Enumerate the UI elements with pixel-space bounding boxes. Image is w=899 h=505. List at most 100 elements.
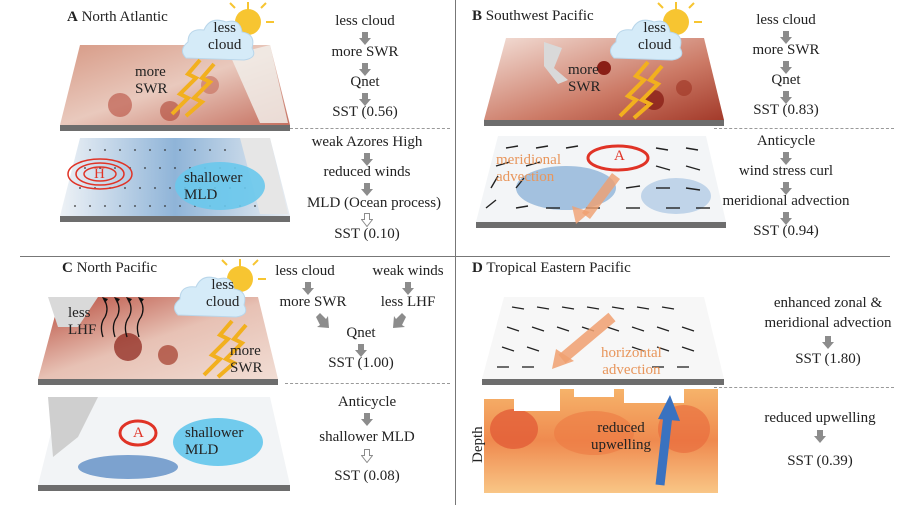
panel-a-chain1-step3: Qnet — [350, 74, 380, 90]
panel-d-chain1-step1: enhanced zonal & — [773, 295, 883, 311]
panel-c-cloud-label: less cloud — [206, 277, 240, 310]
panel-a-chain1-step4: SST (0.56) — [332, 104, 398, 120]
panel-d-upwelling-label: reduced upwelling — [591, 420, 651, 453]
panel-b-wind-map — [476, 136, 726, 228]
panel-b-sun-cloud-icon — [610, 2, 702, 61]
panel-c-chain2-step2: shallower MLD — [319, 429, 415, 445]
panel-a-cloud-label: less cloud — [208, 20, 242, 53]
panel-c-dashed-divider — [285, 383, 450, 384]
down-arrow-icon — [780, 212, 792, 225]
down-arrow-icon — [822, 336, 834, 349]
panel-b-swr-arrow-icon — [618, 60, 664, 120]
panel-d-chain1-step2: meridional advection — [764, 315, 892, 331]
panel-b-chain1-step1: less cloud — [756, 12, 816, 28]
panel-a-swr-arrow-icon — [170, 58, 216, 118]
down-arrow-icon — [780, 182, 792, 195]
panel-a-name: North Atlantic — [81, 9, 168, 25]
down-arrow-icon — [359, 63, 371, 76]
panel-c-chain1-join-step1: Qnet — [346, 325, 376, 341]
panel-b-anticycle-label: A — [614, 148, 625, 164]
down-arrow-icon — [402, 282, 414, 295]
panel-a-chain2-step2: reduced winds — [323, 164, 411, 180]
panel-c-anticycle-map — [38, 397, 290, 491]
panel-c-sun-cloud-icon — [174, 259, 266, 318]
panel-a-sun-cloud-icon — [182, 2, 274, 61]
panel-d-chain2-step1: reduced upwelling — [764, 410, 876, 426]
panel-a-wind-map — [60, 138, 290, 222]
panel-a: A North Atlantic less cloud more SWR les… — [0, 0, 455, 256]
panel-a-chain1-step2: more SWR — [331, 44, 399, 60]
panel-b-chain1-step3: Qnet — [771, 72, 801, 88]
down-arrow-icon — [780, 91, 792, 104]
panel-b-advection-label: meridional advection — [496, 152, 561, 185]
hollow-down-arrow-icon — [361, 449, 373, 463]
panel-a-mld-label: shallower MLD — [184, 170, 243, 203]
down-arrow-icon — [780, 152, 792, 165]
panel-b-chain1-step2: more SWR — [752, 42, 820, 58]
down-arrow-icon — [302, 282, 314, 295]
panel-c-chain1-left-step1: less cloud — [275, 263, 335, 279]
down-arrow-icon — [359, 32, 371, 45]
panel-c-anticycle-label: A — [133, 425, 144, 441]
panel-c-title: C North Pacific — [62, 260, 157, 277]
panel-b-swr-label: more SWR — [568, 62, 601, 95]
panel-d-advection-map — [482, 297, 724, 385]
panel-d-horizontal-label: horizontal advection — [601, 345, 662, 378]
panel-c-swr-arrow-icon — [202, 319, 248, 379]
down-arrow-icon — [359, 93, 371, 106]
panel-b: B Southwest Pacific less cloud more SWR … — [456, 0, 899, 256]
panel-c-lhf-label: less LHF — [68, 305, 97, 338]
down-arrow-icon — [780, 61, 792, 74]
panel-d-letter: D — [472, 260, 483, 276]
panel-a-letter: A — [67, 9, 78, 25]
panel-d-title: D Tropical Eastern Pacific — [472, 260, 631, 277]
panel-d-dashed-divider — [714, 387, 894, 388]
panel-c-mld-label: shallower MLD — [185, 425, 244, 458]
panel-d-chain1-step3: SST (1.80) — [795, 351, 861, 367]
down-arrow-icon — [361, 183, 373, 196]
down-arrow-icon — [361, 413, 373, 426]
panel-a-title: A North Atlantic — [67, 9, 168, 26]
panel-a-swr-label: more SWR — [135, 64, 168, 97]
diagonal-arrow-left-icon — [393, 313, 406, 328]
panel-c-chain2-step3: SST (0.08) — [334, 468, 400, 484]
panel-b-title: B Southwest Pacific — [472, 8, 594, 25]
panel-a-high-label: H — [94, 166, 105, 182]
panel-c-swr-label: more SWR — [230, 343, 263, 376]
panel-a-dashed-divider — [290, 128, 450, 129]
panel-b-chain2-step1: Anticycle — [756, 133, 816, 149]
panel-d-name: Tropical Eastern Pacific — [486, 260, 631, 276]
panel-c-chain2-step1: Anticycle — [337, 394, 397, 410]
panel-b-chain2-step2: wind stress curl — [738, 163, 834, 179]
panel-c-chain1-right-step1: weak winds — [372, 263, 444, 279]
panel-c-letter: C — [62, 260, 73, 276]
panel-b-chain2-step4: SST (0.94) — [753, 223, 819, 239]
panel-c-chain1-right-step2: less LHF — [380, 294, 436, 310]
horizontal-divider — [20, 256, 890, 257]
panel-c-lhf-arrows-icon — [100, 297, 144, 338]
panel-b-letter: B — [472, 8, 483, 24]
panel-c-chain1-join-step2: SST (1.00) — [328, 355, 394, 371]
down-arrow-icon — [780, 31, 792, 44]
panel-b-swr-map — [484, 38, 724, 126]
panel-d-chain2-step2: SST (0.39) — [787, 453, 853, 469]
panel-b-chain1-step4: SST (0.83) — [753, 102, 819, 118]
panel-c: C North Pacific less LHF less cloud more… — [0, 257, 455, 505]
down-arrow-icon — [814, 430, 826, 443]
hollow-down-arrow-icon — [361, 213, 373, 227]
panel-c-chain1-left-step2: more SWR — [279, 294, 347, 310]
diagonal-arrow-right-icon — [316, 313, 329, 328]
panel-c-name: North Pacific — [76, 260, 157, 276]
panel-a-chain2-step3: MLD (Ocean process) — [306, 195, 442, 211]
panel-a-chain2-step4: SST (0.10) — [334, 226, 400, 242]
down-arrow-icon — [361, 153, 373, 166]
panel-d: D Tropical Eastern Pacific horizontal ad… — [456, 257, 899, 505]
down-arrow-icon — [355, 344, 367, 357]
panel-b-cloud-label: less cloud — [638, 20, 672, 53]
panel-b-name: Southwest Pacific — [485, 8, 594, 24]
panel-a-chain2-step1: weak Azores High — [311, 134, 423, 150]
panel-b-chain2-step3: meridional advection — [722, 193, 850, 209]
panel-a-swr-map — [60, 45, 290, 131]
vertical-divider — [455, 0, 456, 505]
panel-d-depth-label: Depth — [470, 426, 486, 463]
